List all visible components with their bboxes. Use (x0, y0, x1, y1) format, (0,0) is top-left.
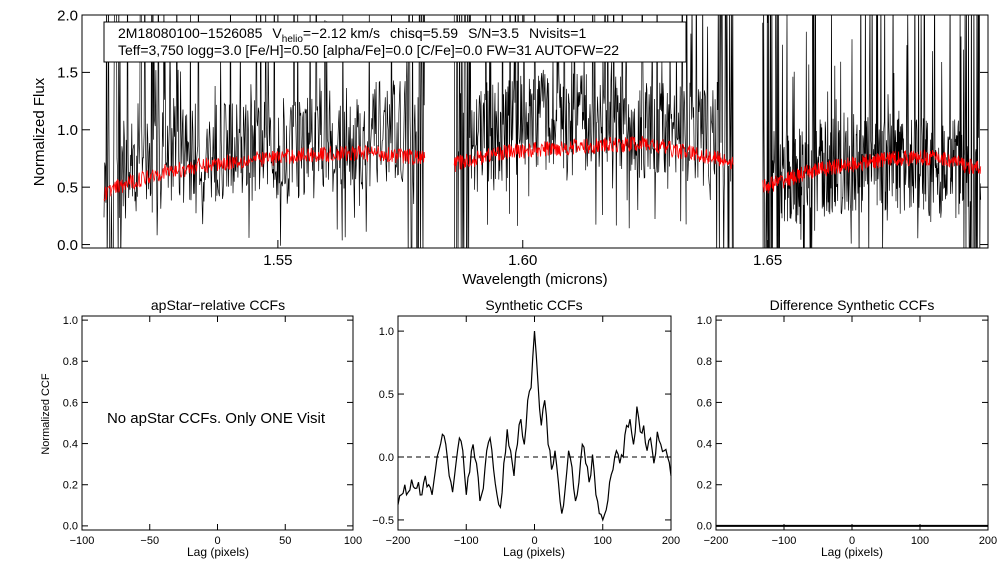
y-tick-label: 0.6 (697, 397, 712, 409)
y-tick-label: 0.0 (57, 237, 78, 254)
y-tick-label: 0.2 (697, 480, 712, 492)
difference-ticks: −200 −100 0 100 200 0.0 0.2 0.4 0.6 0.8 1.0 (697, 315, 997, 547)
x-tick-label: 50 (279, 535, 291, 547)
x-tick-label: −100 (454, 535, 479, 547)
synthetic-ccf-plot (397, 331, 672, 522)
synthetic-ccf-title: Synthetic CCFs (485, 297, 582, 313)
x-tick-label: −200 (386, 535, 411, 547)
y-tick-label: 0.2 (63, 480, 78, 492)
x-tick-label: 1.55 (263, 252, 292, 269)
synthetic-ccf-line (397, 331, 672, 522)
model-chip-3 (762, 149, 982, 194)
y-tick-label: 0.4 (697, 438, 712, 450)
y-tick-label: 1.5 (57, 65, 78, 82)
difference-axes-frame (715, 315, 989, 531)
annotation-vhelio-sub: helio (282, 34, 304, 45)
spectrum-annotation: 2M18080100−1526085 Vhelio=−2.12 km/s chisq… (103, 21, 687, 63)
spectrum-ylabel: Normalized Flux (31, 77, 48, 186)
x-tick-label: 0 (531, 535, 537, 547)
y-tick-label: 0.8 (697, 356, 712, 368)
y-tick-label: 0.4 (63, 438, 78, 450)
difference-ccf-panel: Difference Synthetic CCFs −200 −100 0 100 20… (697, 297, 997, 559)
observed-chip-2 (453, 15, 734, 248)
x-tick-label: 100 (911, 535, 929, 547)
y-tick-label: 0.5 (379, 389, 394, 401)
spectrum-xlabel: Wavelength (microns) (462, 271, 607, 288)
observed-chip-3 (762, 15, 982, 248)
spectrum-panel: 1.55 1.60 1.65 0.0 0.5 1.0 1.5 2.0 Normalized F… (31, 7, 989, 288)
y-tick-label: 0.0 (697, 521, 712, 533)
y-tick-label: 0.6 (63, 397, 78, 409)
x-tick-label: 100 (344, 535, 362, 547)
apstar-ccf-title: apStar−relative CCFs (151, 297, 285, 313)
y-tick-label: −0.5 (372, 515, 394, 527)
y-tick-label: 2.0 (57, 7, 78, 24)
annotation-star: 2M18080100−1526085 (118, 25, 263, 41)
annotation-box (103, 21, 687, 63)
model-chip-1 (103, 144, 426, 202)
annotation-chisq: chisq=5.59 (390, 25, 458, 41)
y-tick-label: 1.0 (57, 122, 78, 139)
synthetic-ccf-panel: Synthetic CCFs −200 −100 0 100 200 −0.5 0.0 0.5… (372, 297, 680, 559)
y-tick-label: 1.0 (379, 326, 394, 338)
x-tick-label: −100 (70, 535, 95, 547)
synthetic-xlabel: Lag (pixels) (503, 545, 565, 559)
spectrum-traces (103, 15, 982, 248)
apstar-ticks: −100 −50 0 50 100 0.0 0.2 0.4 0.6 0.8 1.0 (63, 315, 362, 547)
y-tick-label: 0.8 (63, 356, 78, 368)
y-tick-label: 1.0 (697, 315, 712, 327)
annotation-line-2: Teff=3,750 logg=3.0 [Fe/H]=0.50 [alpha/F… (118, 42, 619, 58)
x-tick-label: −100 (772, 535, 797, 547)
observed-spectrum-series (103, 15, 982, 248)
x-tick-label: −50 (140, 535, 159, 547)
synthetic-model-series (103, 135, 982, 202)
x-tick-label: −200 (704, 535, 729, 547)
annotation-line-1: 2M18080100−1526085 Vhelio=−2.12 km/s chisq… (118, 25, 586, 45)
x-tick-label: 100 (594, 535, 612, 547)
annotation-vhelio-value: =−2.12 km/s (303, 25, 380, 41)
x-tick-label: 1.60 (508, 252, 537, 269)
observed-chip-1 (103, 15, 425, 248)
apstar-xlabel: Lag (pixels) (187, 545, 249, 559)
synthetic-ticks: −200 −100 0 100 200 −0.5 0.0 0.5 1.0 (372, 316, 680, 547)
spectrum-axes-frame (81, 14, 989, 249)
x-tick-label: 200 (979, 535, 997, 547)
y-tick-label: 0.0 (63, 521, 78, 533)
no-ccf-message: No apStar CCFs. Only ONE Visit (107, 410, 326, 427)
x-tick-label: 200 (662, 535, 680, 547)
annotation-snr: S/N=3.5 (468, 25, 519, 41)
y-tick-label: 1.0 (63, 315, 78, 327)
difference-xlabel: Lag (pixels) (821, 545, 883, 559)
x-tick-label: 1.65 (753, 252, 782, 269)
apstar-ccf-panel: apStar−relative CCFs −100 −50 0 50 100 0.0 0.2… (40, 297, 362, 559)
apstar-ylabel: Normalized CCF (40, 373, 52, 455)
y-tick-label: 0.5 (57, 179, 78, 196)
model-chip-2 (453, 135, 734, 173)
y-tick-label: 0.0 (379, 452, 394, 464)
spectrum-ticks: 1.55 1.60 1.65 0.0 0.5 1.0 1.5 2.0 (57, 7, 988, 269)
annotation-vhelio-v: V (272, 25, 282, 41)
x-tick-label: 0 (849, 535, 855, 547)
x-tick-label: 0 (214, 535, 220, 547)
difference-ccf-title: Difference Synthetic CCFs (770, 297, 935, 313)
annotation-nvisits: Nvisits=1 (529, 25, 586, 41)
